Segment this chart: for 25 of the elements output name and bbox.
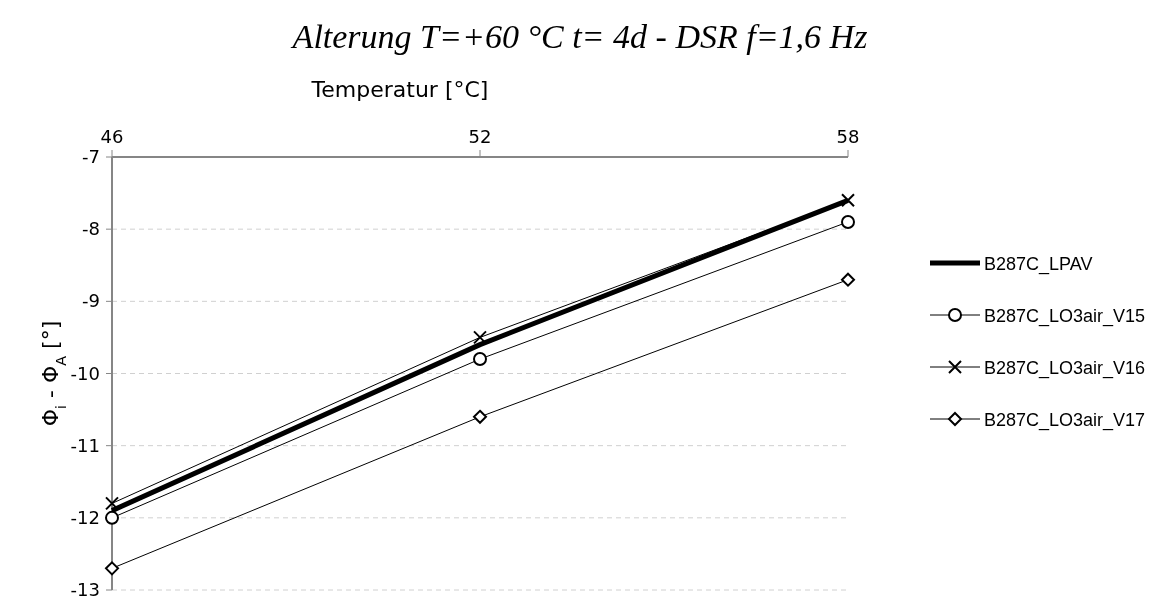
- point: [841, 214, 855, 229]
- chart-title: Alterung T=+60 °C t= 4d - DSR f=1,6 Hz: [290, 18, 868, 55]
- point: [105, 510, 119, 525]
- y-tick-label: -11: [70, 434, 100, 456]
- point: [841, 193, 855, 208]
- point: [473, 409, 487, 424]
- point: [105, 496, 119, 511]
- legend-label: B287C_LO3air_V15: [984, 306, 1146, 327]
- x-axis-title: Temperatur [°C]: [310, 77, 489, 102]
- x-tick-label: 52: [468, 126, 492, 147]
- x-tick-label: 46: [100, 126, 124, 147]
- y-tick-label: -12: [70, 506, 100, 528]
- point: [473, 330, 487, 345]
- y-tick-label: -9: [82, 290, 100, 312]
- y-tick-label: -7: [82, 146, 100, 167]
- legend-label: B287C_LO3air_V17: [984, 410, 1146, 431]
- point: [473, 352, 487, 367]
- y-tick-label: -13: [70, 579, 100, 600]
- point: [105, 561, 119, 576]
- legend-label: B287C_LO3air_V16: [984, 358, 1146, 379]
- y-tick-label: -10: [70, 362, 100, 384]
- x-tick-label: 58: [836, 126, 860, 147]
- legend-label: B287C_LPAV: [984, 254, 1093, 275]
- y-tick-label: -8: [82, 218, 100, 240]
- point: [841, 272, 855, 287]
